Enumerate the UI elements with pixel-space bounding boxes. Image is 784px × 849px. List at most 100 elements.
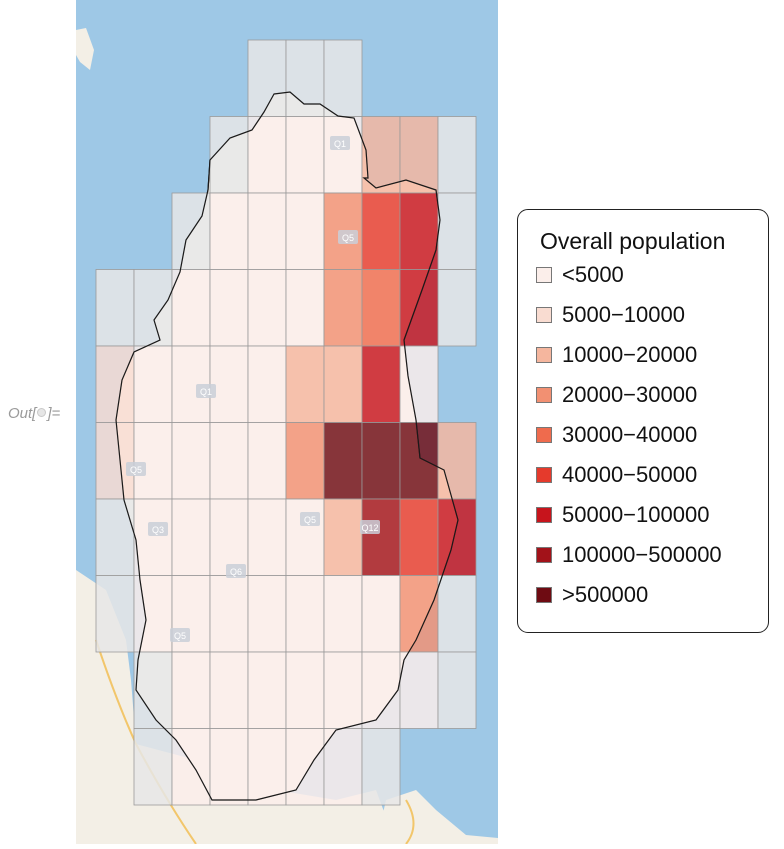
legend-item: 40000−50000 — [536, 462, 697, 488]
legend-swatch — [536, 267, 552, 283]
grid-cell — [437, 269, 477, 347]
zone-label: Q5 — [342, 233, 354, 243]
grid-cell — [399, 651, 439, 729]
grid-cell — [133, 728, 173, 806]
grid-cell — [171, 269, 211, 347]
zone-label: Q1 — [200, 387, 212, 397]
legend-item: 10000−20000 — [536, 342, 697, 368]
grid-cell — [437, 116, 477, 194]
grid-cell — [209, 345, 249, 423]
legend-item: 5000−10000 — [536, 302, 685, 328]
grid-cell — [361, 498, 401, 576]
zone-label-bg — [300, 512, 320, 526]
grid-cell — [323, 345, 363, 423]
qatar-coastline — [115, 91, 459, 801]
grid-cell — [209, 422, 249, 500]
zone-label-bg — [126, 462, 146, 476]
grid-cell — [323, 269, 363, 347]
grid-cell — [285, 422, 325, 500]
zone-label-bg — [196, 384, 216, 398]
legend-label: 20000−30000 — [562, 382, 698, 407]
grid-cell — [209, 269, 249, 347]
map-canvas: Q1 Q5 Q1 Q5 Q5 Q3 Q6 Q5 Q12 — [76, 0, 498, 845]
legend-label: 100000−500000 — [562, 542, 722, 567]
grid-cell — [133, 651, 173, 729]
legend-swatch — [536, 427, 552, 443]
legend-item: <5000 — [536, 262, 624, 288]
grid-cell — [247, 728, 287, 806]
grid-cell — [247, 651, 287, 729]
legend-swatch — [536, 587, 552, 603]
grid-cell — [95, 269, 135, 347]
grid-cell — [209, 651, 249, 729]
grid-cell — [399, 575, 439, 653]
grid-cell — [285, 269, 325, 347]
road — [405, 799, 415, 845]
grid-cell — [437, 575, 477, 653]
grid-cell — [285, 728, 325, 806]
grid-cell — [171, 651, 211, 729]
legend-swatch — [536, 507, 552, 523]
legend-label: 30000−40000 — [562, 422, 698, 447]
grid-cell — [285, 345, 325, 423]
grid-cell — [209, 116, 249, 194]
grid-cell — [361, 651, 401, 729]
grid-cell — [323, 728, 363, 806]
grid-cell — [247, 269, 287, 347]
grid-cell — [95, 498, 135, 576]
neighbor-land-east — [376, 790, 498, 844]
grid-cell — [399, 116, 439, 194]
grid-cell — [247, 192, 287, 270]
zone-label-bg — [148, 522, 168, 536]
legend-title: Overall population — [540, 228, 726, 254]
zone-label-bg — [330, 136, 350, 150]
legend-swatch — [536, 307, 552, 323]
legend-label: 10000−20000 — [562, 342, 698, 367]
grid-cell — [361, 116, 401, 194]
grid-cell — [247, 345, 287, 423]
grid-cell — [133, 269, 173, 347]
zone-labels: Q1 Q5 Q1 Q5 Q5 Q3 Q6 Q5 Q12 — [126, 136, 380, 642]
grid-cell — [209, 498, 249, 576]
grid-cell — [437, 422, 477, 500]
zone-label: Q5 — [130, 465, 142, 475]
legend-item: 50000−100000 — [536, 502, 709, 528]
grid-cell — [285, 192, 325, 270]
grid-cell — [323, 651, 363, 729]
legend-item: >500000 — [536, 582, 648, 608]
grid-cell — [247, 422, 287, 500]
legend-item: 20000−30000 — [536, 382, 697, 408]
grid-cell — [247, 498, 287, 576]
grid-cell — [247, 39, 287, 117]
grid-cell — [285, 498, 325, 576]
grid-cell — [437, 651, 477, 729]
grid-cell — [171, 498, 211, 576]
legend-swatch — [536, 467, 552, 483]
grid-cell — [361, 269, 401, 347]
legend-label: >500000 — [562, 582, 649, 607]
grid-cell — [133, 422, 173, 500]
grid-cell — [95, 575, 135, 653]
zone-label-bg — [338, 230, 358, 244]
grid-cell — [323, 39, 363, 117]
grid-cell — [399, 498, 439, 576]
zone-label: Q6 — [230, 567, 242, 577]
legend: Overall population <5000 5000−10000 10000−… — [517, 209, 769, 633]
grid-cell — [171, 422, 211, 500]
grid-cell — [247, 575, 287, 653]
grid-cell — [437, 192, 477, 270]
zone-label-bg — [170, 628, 190, 642]
grid-cell — [323, 575, 363, 653]
legend-item: 30000−40000 — [536, 422, 697, 448]
grid-cell — [399, 422, 439, 500]
grid-cell — [361, 728, 401, 806]
bahrain-island — [76, 28, 94, 70]
population-map: Q1 Q5 Q1 Q5 Q5 Q3 Q6 Q5 Q12 — [76, 0, 498, 845]
output-cell-label: Out[]= — [8, 405, 61, 422]
grid-cell — [133, 575, 173, 653]
grid-cell — [171, 192, 211, 270]
zone-label: Q5 — [174, 631, 186, 641]
grid-cell — [95, 422, 135, 500]
legend-label: 50000−100000 — [562, 502, 710, 527]
population-grid — [95, 39, 477, 806]
